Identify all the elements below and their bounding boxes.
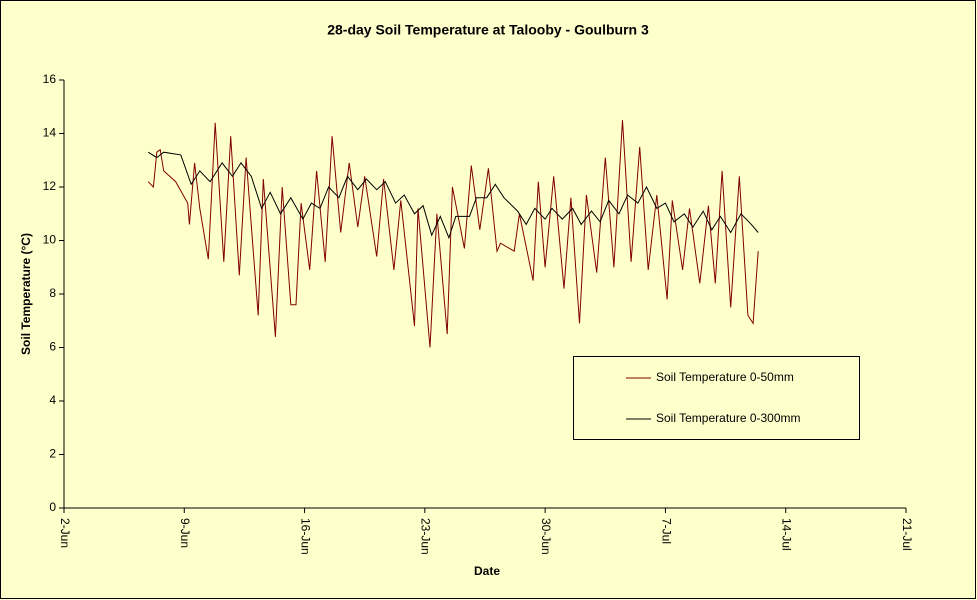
y-tick-label: 14 bbox=[43, 126, 57, 140]
y-tick-label: 4 bbox=[49, 393, 56, 407]
legend bbox=[573, 356, 860, 440]
y-tick-label: 6 bbox=[49, 340, 56, 354]
x-tick-label: 23-Jun bbox=[419, 518, 433, 555]
y-tick-label: 2 bbox=[49, 447, 56, 461]
series-line bbox=[147, 151, 759, 240]
x-tick-label: 14-Jul bbox=[780, 518, 794, 551]
legend-label: Soil Temperature 0-300mm bbox=[656, 411, 801, 425]
y-axis-label: Soil Temperature (°C) bbox=[19, 233, 33, 355]
y-tick-label: 0 bbox=[49, 500, 56, 514]
x-axis-label: Date bbox=[474, 564, 500, 578]
x-tick-label: 2-Jun bbox=[58, 518, 72, 548]
x-tick-label: 30-Jun bbox=[539, 518, 553, 555]
x-tick-label: 7-Jul bbox=[659, 518, 673, 544]
x-tick-label: 16-Jun bbox=[298, 518, 312, 555]
x-tick-label: 21-Jul bbox=[900, 518, 914, 551]
y-tick-label: 8 bbox=[49, 286, 56, 300]
y-tick-label: 10 bbox=[43, 233, 57, 247]
y-tick-label: 16 bbox=[43, 72, 57, 86]
legend-label: Soil Temperature 0-50mm bbox=[656, 370, 794, 384]
series-line bbox=[147, 120, 759, 348]
x-tick-label: 9-Jun bbox=[178, 518, 192, 548]
chart-title: 28-day Soil Temperature at Talooby - Gou… bbox=[327, 22, 649, 38]
y-tick-label: 12 bbox=[43, 179, 57, 193]
